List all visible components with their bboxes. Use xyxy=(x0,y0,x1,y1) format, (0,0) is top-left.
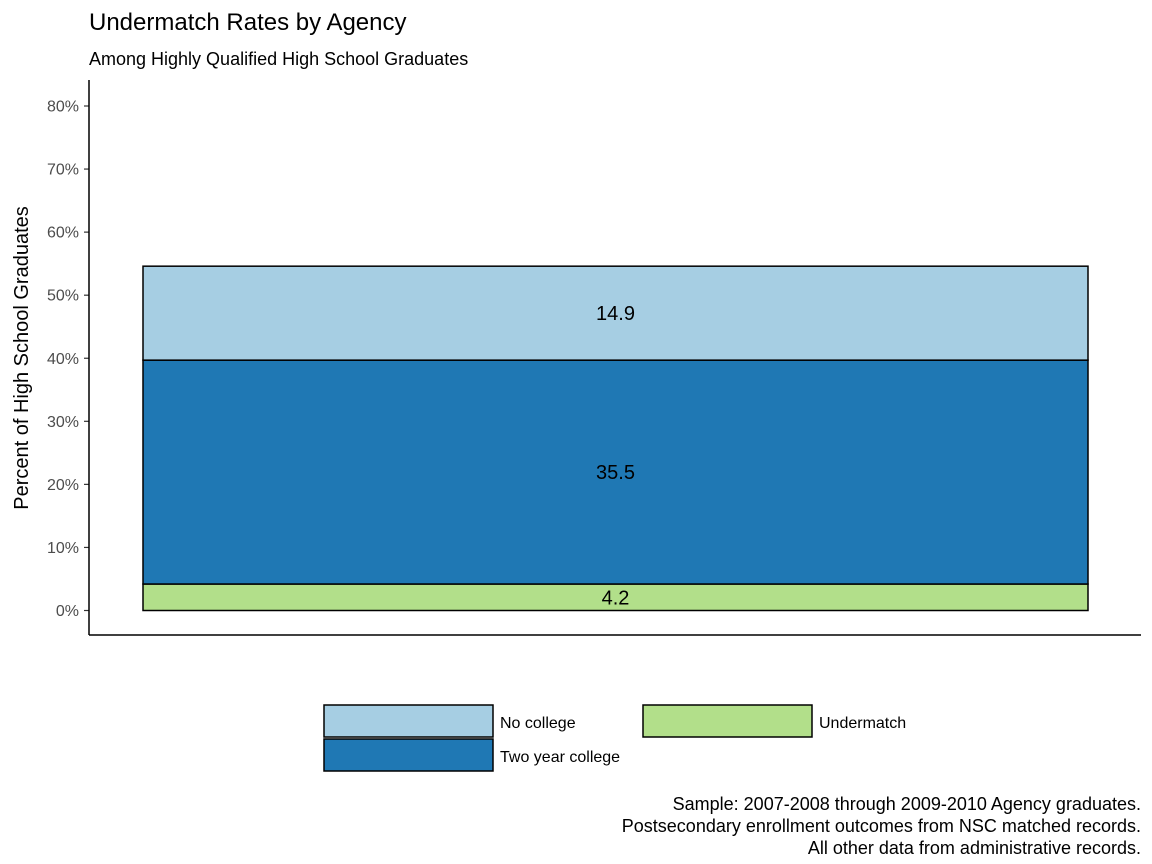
bar-labels: 4.2 35.5 14.9 xyxy=(596,303,635,609)
y-tick-label: 20% xyxy=(47,477,79,494)
chart-subtitle: Among Highly Qualified High School Gradu… xyxy=(89,49,468,69)
data-label: 4.2 xyxy=(602,587,630,609)
y-tick-label: 60% xyxy=(47,225,79,242)
bar-segment xyxy=(142,265,1089,361)
y-tick-label: 0% xyxy=(56,603,79,620)
caption-line: Postsecondary enrollment outcomes from N… xyxy=(622,816,1141,836)
legend-label: Two year college xyxy=(500,749,620,766)
y-tick-label: 40% xyxy=(47,351,79,368)
y-tick-label: 70% xyxy=(47,162,79,179)
caption-line: Sample: 2007-2008 through 2009-2010 Agen… xyxy=(673,794,1141,814)
caption-line: All other data from administrative recor… xyxy=(808,838,1141,858)
y-axis: 0% 10% 20% 30% 40% 50% 60% 70% 80% xyxy=(47,99,89,620)
data-label: 35.5 xyxy=(596,462,635,484)
legend-label: Undermatch xyxy=(819,715,906,732)
y-axis-title: Percent of High School Graduates xyxy=(11,206,33,510)
legend-key xyxy=(323,704,494,738)
caption: Sample: 2007-2008 through 2009-2010 Agen… xyxy=(622,794,1141,858)
y-tick-label: 10% xyxy=(47,540,79,557)
y-tick-label: 30% xyxy=(47,414,79,431)
bar-segment xyxy=(142,359,1089,585)
data-label: 14.9 xyxy=(596,303,635,325)
legend-label: No college xyxy=(500,715,576,732)
legend-key xyxy=(642,704,813,738)
legend: No college Two year college Undermatch xyxy=(323,704,906,772)
y-tick-label: 50% xyxy=(47,288,79,305)
chart-title: Undermatch Rates by Agency xyxy=(89,9,407,36)
legend-key xyxy=(323,738,494,772)
y-tick-label: 80% xyxy=(47,99,79,116)
bars xyxy=(142,265,1089,612)
